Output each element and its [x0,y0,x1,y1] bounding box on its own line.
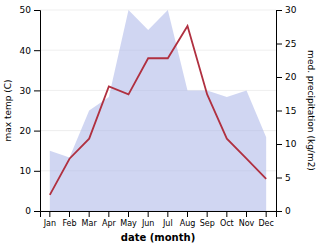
line [50,26,266,195]
tick-label: 25 [285,39,296,49]
tick-label: Mar [82,219,98,228]
tick: Mar [82,211,98,228]
tick: Aug [180,211,196,228]
tick-label: 30 [285,5,297,15]
tick-label: 50 [20,5,32,15]
tick-mark [276,44,282,45]
tick-label: Feb [62,219,76,228]
tick: 40 [20,46,40,56]
y2-axis: 0 5 10 15 20 25 30 [276,5,297,216]
tick-mark [34,131,40,132]
tick-label: Apr [102,219,117,228]
tick: Nov [239,211,255,228]
tick-mark [276,10,282,11]
tick-mark [226,211,227,217]
tick: 20 [276,72,297,82]
tick-mark [246,211,247,217]
tick-label: Oct [220,219,234,228]
tick-label: 15 [285,106,296,116]
tick: 10 [20,166,40,176]
tick-label: 40 [20,46,32,56]
tick-label: 20 [20,126,32,136]
tick-label: 20 [285,72,297,82]
area [50,10,266,211]
y2-axis-title: med. precipitation (kg/m2) [306,50,316,171]
tick: 25 [276,39,296,49]
tick: Dec [258,211,273,228]
tick-mark [128,211,129,217]
tick-mark [276,77,282,78]
tick-label: 0 [285,206,291,216]
tick-mark [276,144,282,145]
tick-label: 5 [285,173,291,183]
tick-label: 10 [20,166,32,176]
x-axis: Jan Feb Mar AprMay Jun Jul Aug Sep Oct NovDec [41,211,277,228]
tick-label: 0 [25,206,31,216]
tick-mark [167,211,168,217]
tick-mark [89,211,90,217]
grid-line [40,10,276,11]
tick-mark [34,211,40,212]
tick-label: Nov [239,219,255,228]
axis-line [41,212,277,218]
tick-mark [34,50,40,51]
chart: Jan Feb Mar AprMay Jun Jul Aug Sep Oct NovDec 0 10 2… [0,0,318,247]
tick-label: 10 [285,139,297,149]
tick-mark [34,90,40,91]
tick-mark [187,211,188,217]
tick-label: May [120,219,137,228]
tick-mark [69,211,70,217]
tick: 50 [20,5,40,15]
tick: Apr [102,211,117,228]
y-axis: 0 10 20 30 40 50 [20,5,41,216]
tick-mark [49,211,50,217]
tick: 30 [276,5,297,15]
tick-mark [276,111,282,112]
marks [50,10,266,211]
tick: Jan [43,211,56,228]
axis-line [34,11,41,212]
tick-label: Aug [180,219,196,228]
tick: Oct [220,211,234,228]
tick-label: Jun [141,219,155,228]
tick: Jun [141,211,155,228]
tick-label: 30 [20,86,32,96]
tick: 15 [276,106,296,116]
tick: 0 [276,206,291,216]
tick: 20 [20,126,40,136]
tick-label: Dec [258,219,273,228]
tick-label: Jul [162,219,173,228]
tick: 10 [276,139,297,149]
tick: 5 [276,173,291,183]
tick-mark [148,211,149,217]
tick-mark [266,211,267,217]
x-axis-title: date (month) [121,232,195,243]
tick: May [120,211,137,228]
axis-line [277,11,283,212]
tick-mark [276,178,282,179]
plot: Jan Feb Mar AprMay Jun Jul Aug Sep Oct NovDec 0 10 2… [20,5,297,227]
tick: 0 [25,206,40,216]
tick-mark [276,211,282,212]
tick-mark [108,211,109,217]
tick-mark [34,171,40,172]
tick: 30 [20,86,40,96]
tick: Jul [162,211,173,228]
tick-label: Jan [43,219,56,228]
tick-mark [207,211,208,217]
tick: Sep [200,211,215,228]
y-axis-title: max temp (C) [3,79,13,141]
tick: Feb [62,211,76,228]
tick-mark [34,10,40,11]
grid [40,10,276,211]
tick-label: Sep [200,219,215,228]
